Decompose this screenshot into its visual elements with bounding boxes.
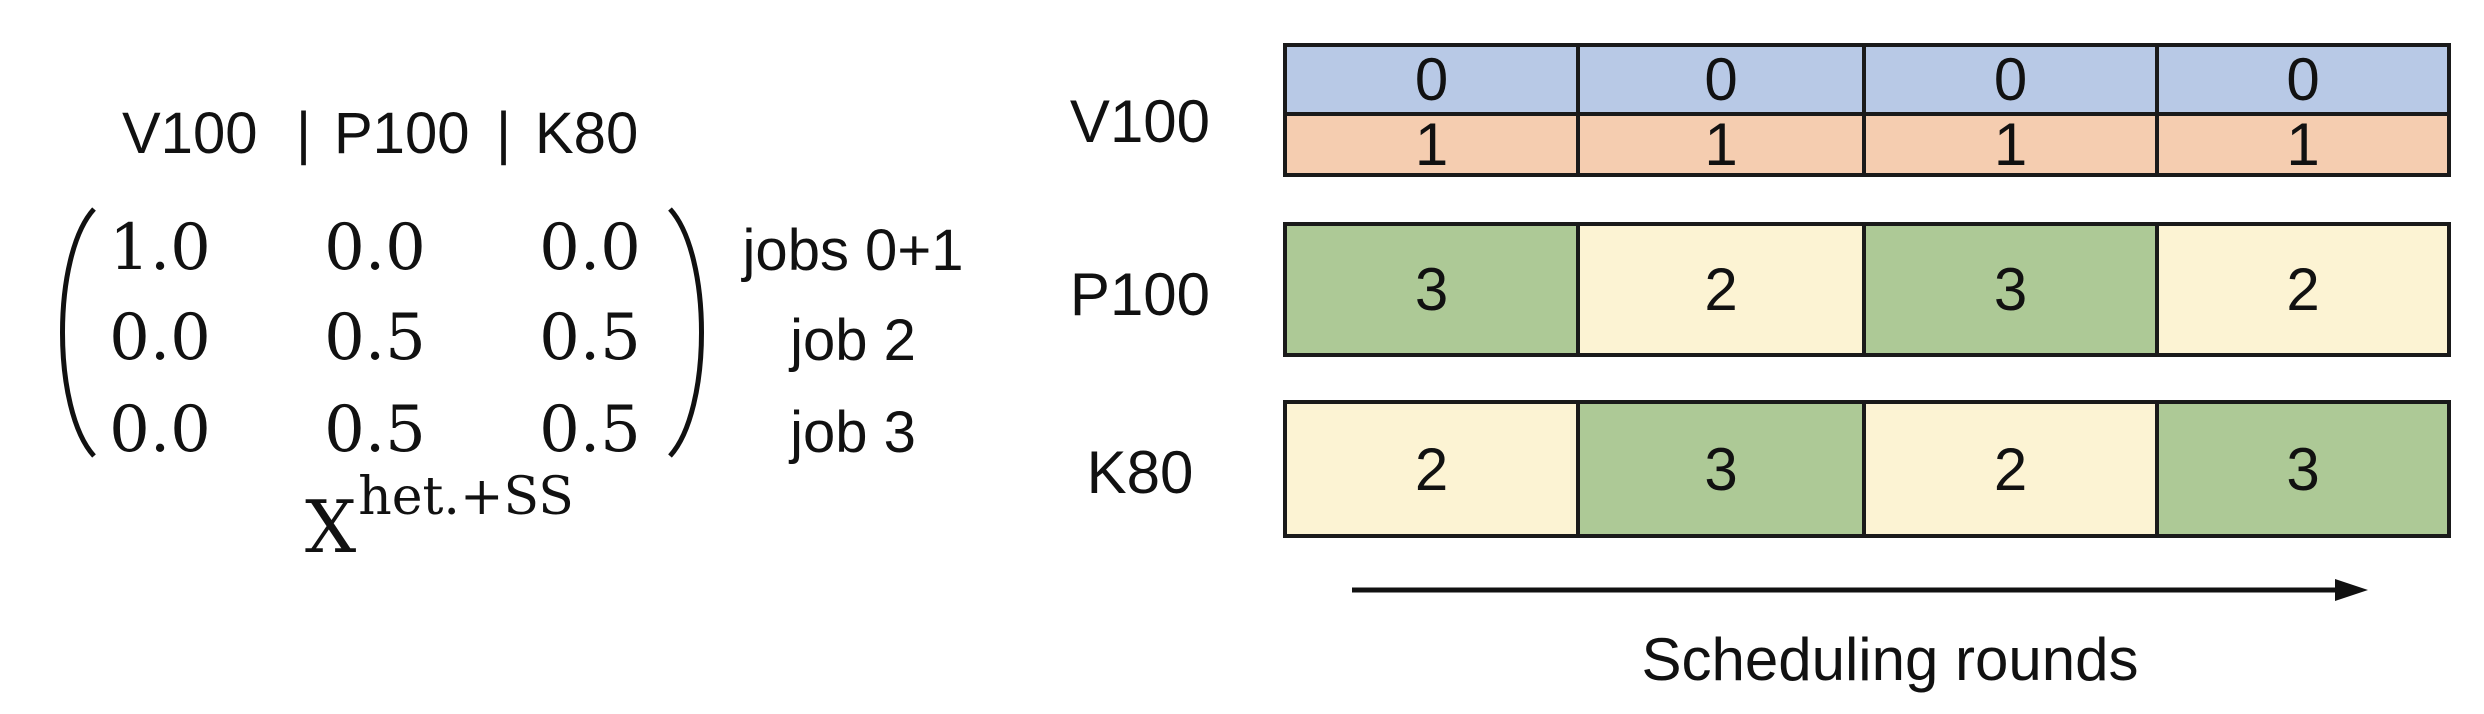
matrix-cell-r2-c0: 0.0 bbox=[109, 393, 211, 467]
matrix-cell-r0-c1: 0.0 bbox=[324, 211, 426, 285]
matrix-name-base: X bbox=[305, 485, 357, 569]
matrix-cell-r1-c0: 0.0 bbox=[109, 301, 211, 375]
v100-round-1-top-cell: 0 bbox=[1283, 43, 1580, 116]
row-label-jobs-0-1: jobs 0+1 bbox=[742, 218, 964, 283]
matrix-cell-r0-c0: 1.0 bbox=[109, 211, 211, 285]
v100-round-4-bottom-cell: 1 bbox=[2155, 111, 2451, 178]
row-label-job-3: job 3 bbox=[790, 400, 916, 465]
p100-round-2-cell: 2 bbox=[1576, 222, 1866, 357]
x-axis-label: Scheduling rounds bbox=[1641, 626, 2139, 693]
v100-round-4-top-cell: 0 bbox=[2155, 43, 2451, 116]
left-parenthesis bbox=[60, 207, 96, 458]
col-header-sep-1: | bbox=[296, 101, 312, 166]
matrix-cell-r0-c2: 0.0 bbox=[539, 211, 641, 285]
resource-label-k80: K80 bbox=[1086, 439, 1194, 506]
k80-round-3-cell: 2 bbox=[1862, 400, 2159, 538]
resource-label-p100: P100 bbox=[1069, 261, 1211, 328]
matrix-cell-r1-c2: 0.5 bbox=[539, 301, 641, 375]
k80-round-2-cell: 3 bbox=[1576, 400, 1866, 538]
v100-round-2-top-cell: 0 bbox=[1576, 43, 1866, 116]
p100-round-4-cell: 2 bbox=[2155, 222, 2451, 357]
matrix-name: Xhet.+SS bbox=[305, 467, 574, 569]
matrix-cell-r2-c1: 0.5 bbox=[324, 393, 426, 467]
col-header-v100: V100 bbox=[122, 101, 258, 166]
p100-round-1-cell: 3 bbox=[1283, 222, 1580, 357]
k80-round-4-cell: 3 bbox=[2155, 400, 2451, 538]
right-parenthesis bbox=[668, 207, 704, 458]
row-label-job-2: job 2 bbox=[790, 308, 916, 373]
p100-round-3-cell: 3 bbox=[1862, 222, 2159, 357]
v100-round-3-top-cell: 0 bbox=[1862, 43, 2159, 116]
col-header-k80: K80 bbox=[535, 101, 639, 166]
k80-round-1-cell: 2 bbox=[1283, 400, 1580, 538]
col-header-sep-2: | bbox=[496, 101, 512, 166]
v100-round-2-bottom-cell: 1 bbox=[1576, 111, 1866, 178]
time-arrow-icon bbox=[1352, 579, 2368, 601]
matrix-cell-r1-c1: 0.5 bbox=[324, 301, 426, 375]
matrix-cell-r2-c2: 0.5 bbox=[539, 393, 641, 467]
col-header-p100: P100 bbox=[334, 101, 470, 166]
v100-round-1-bottom-cell: 1 bbox=[1283, 111, 1580, 178]
v100-round-3-bottom-cell: 1 bbox=[1862, 111, 2159, 178]
matrix-name-superscript: het.+SS bbox=[358, 467, 574, 527]
resource-label-v100: V100 bbox=[1069, 88, 1211, 155]
